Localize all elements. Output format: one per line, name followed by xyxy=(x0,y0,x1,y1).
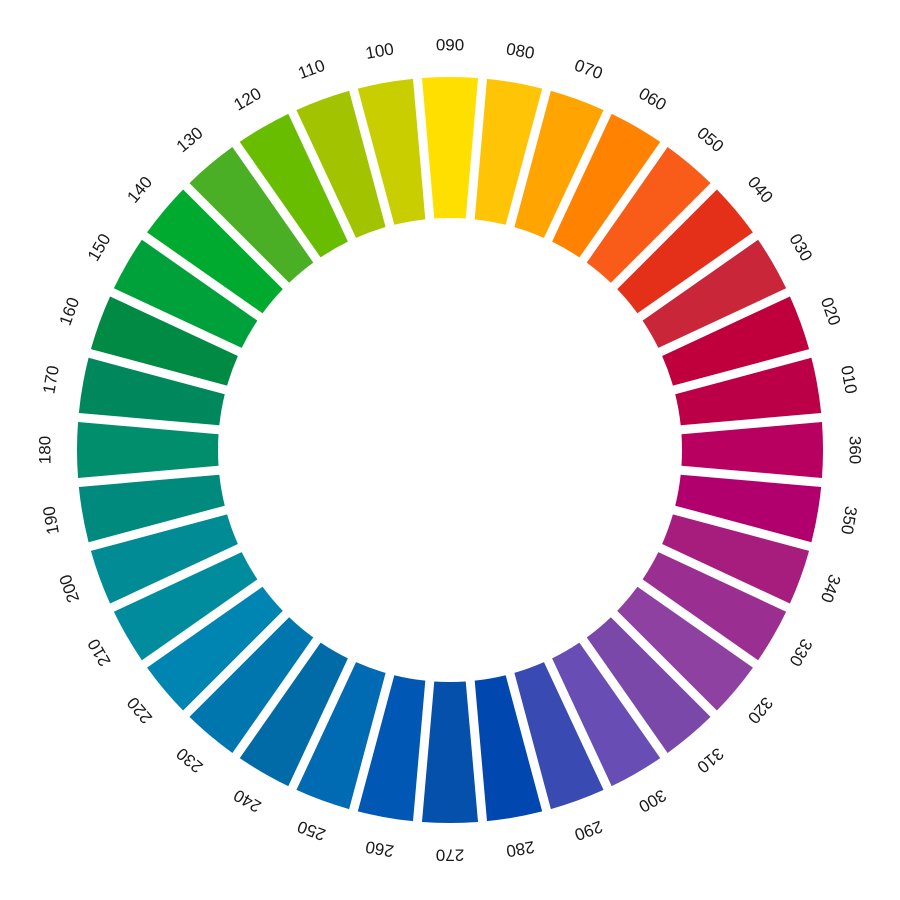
hue-segment-130 xyxy=(189,147,314,283)
hue-segment-100 xyxy=(357,78,426,225)
hue-segment-030 xyxy=(642,239,787,348)
hue-label-230: 230 xyxy=(173,744,207,777)
hue-label-080: 080 xyxy=(505,39,536,63)
hue-segment-250 xyxy=(296,662,386,810)
hue-label-030: 030 xyxy=(785,230,816,264)
hue-label-100: 100 xyxy=(364,39,395,63)
hue-segment-210 xyxy=(113,552,258,661)
hue-label-020: 020 xyxy=(817,295,845,328)
hue-label-050: 050 xyxy=(693,123,727,156)
hue-label-320: 320 xyxy=(744,693,777,727)
hue-label-060: 060 xyxy=(635,84,669,115)
hue-segment-360 xyxy=(681,421,824,479)
hue-segment-090 xyxy=(421,76,479,219)
hue-segment-120 xyxy=(239,113,348,258)
hue-label-300: 300 xyxy=(635,785,669,816)
hue-label-250: 250 xyxy=(295,817,328,845)
hue-label-240: 240 xyxy=(230,785,264,816)
hue-label-280: 280 xyxy=(505,837,536,861)
hue-segment-230 xyxy=(189,617,314,753)
hue-label-040: 040 xyxy=(744,173,777,207)
hue-label-310: 310 xyxy=(693,744,727,777)
hue-label-070: 070 xyxy=(572,56,605,84)
hue-segment-190 xyxy=(78,474,225,543)
hue-segment-340 xyxy=(662,514,810,604)
hue-label-180: 180 xyxy=(36,436,55,464)
hue-segment-280 xyxy=(474,675,543,822)
hue-segment-330 xyxy=(642,552,787,661)
hue-label-110: 110 xyxy=(295,56,327,83)
hue-label-200: 200 xyxy=(56,572,84,605)
hue-label-130: 130 xyxy=(173,123,207,156)
hue-label-150: 150 xyxy=(84,230,115,264)
hue-segment-300 xyxy=(552,642,661,787)
hue-label-010: 010 xyxy=(837,364,861,395)
hue-label-330: 330 xyxy=(785,635,816,669)
hue-label-120: 120 xyxy=(230,84,264,115)
hue-segment-200 xyxy=(90,514,238,604)
hue-label-360: 360 xyxy=(846,436,865,464)
hue-segment-060 xyxy=(552,113,661,258)
hue-segments xyxy=(76,76,824,824)
hue-segment-140 xyxy=(147,189,283,314)
hue-segment-020 xyxy=(662,296,810,386)
hue-segment-260 xyxy=(357,675,426,822)
hue-label-160: 160 xyxy=(56,295,84,328)
hue-segment-350 xyxy=(675,474,822,543)
hue-segment-040 xyxy=(617,189,753,314)
hue-segment-070 xyxy=(514,90,604,238)
hue-label-260: 260 xyxy=(364,837,395,861)
hue-label-190: 190 xyxy=(39,505,63,536)
hue-segment-320 xyxy=(617,586,753,711)
hue-label-270: 270 xyxy=(436,846,464,865)
hue-segment-160 xyxy=(90,296,238,386)
hue-label-220: 220 xyxy=(123,693,156,727)
hue-segment-310 xyxy=(586,617,711,753)
hue-segment-240 xyxy=(239,642,348,787)
hue-label-210: 210 xyxy=(84,635,115,669)
hue-segment-150 xyxy=(113,239,258,348)
hue-segment-010 xyxy=(675,357,822,426)
hue-segment-270 xyxy=(421,681,479,824)
hue-label-340: 340 xyxy=(817,572,845,605)
hue-segment-050 xyxy=(586,147,711,283)
hue-label-140: 140 xyxy=(123,173,156,207)
hue-segment-080 xyxy=(474,78,543,225)
hue-segment-180 xyxy=(76,421,219,479)
hue-label-350: 350 xyxy=(837,505,861,536)
hue-segment-290 xyxy=(514,662,604,810)
hue-label-290: 290 xyxy=(572,817,605,845)
hue-label-170: 170 xyxy=(39,364,63,395)
hue-segment-220 xyxy=(147,586,283,711)
hue-label-090: 090 xyxy=(436,36,464,55)
hue-segment-110 xyxy=(296,90,386,238)
hue-segment-170 xyxy=(78,357,225,426)
